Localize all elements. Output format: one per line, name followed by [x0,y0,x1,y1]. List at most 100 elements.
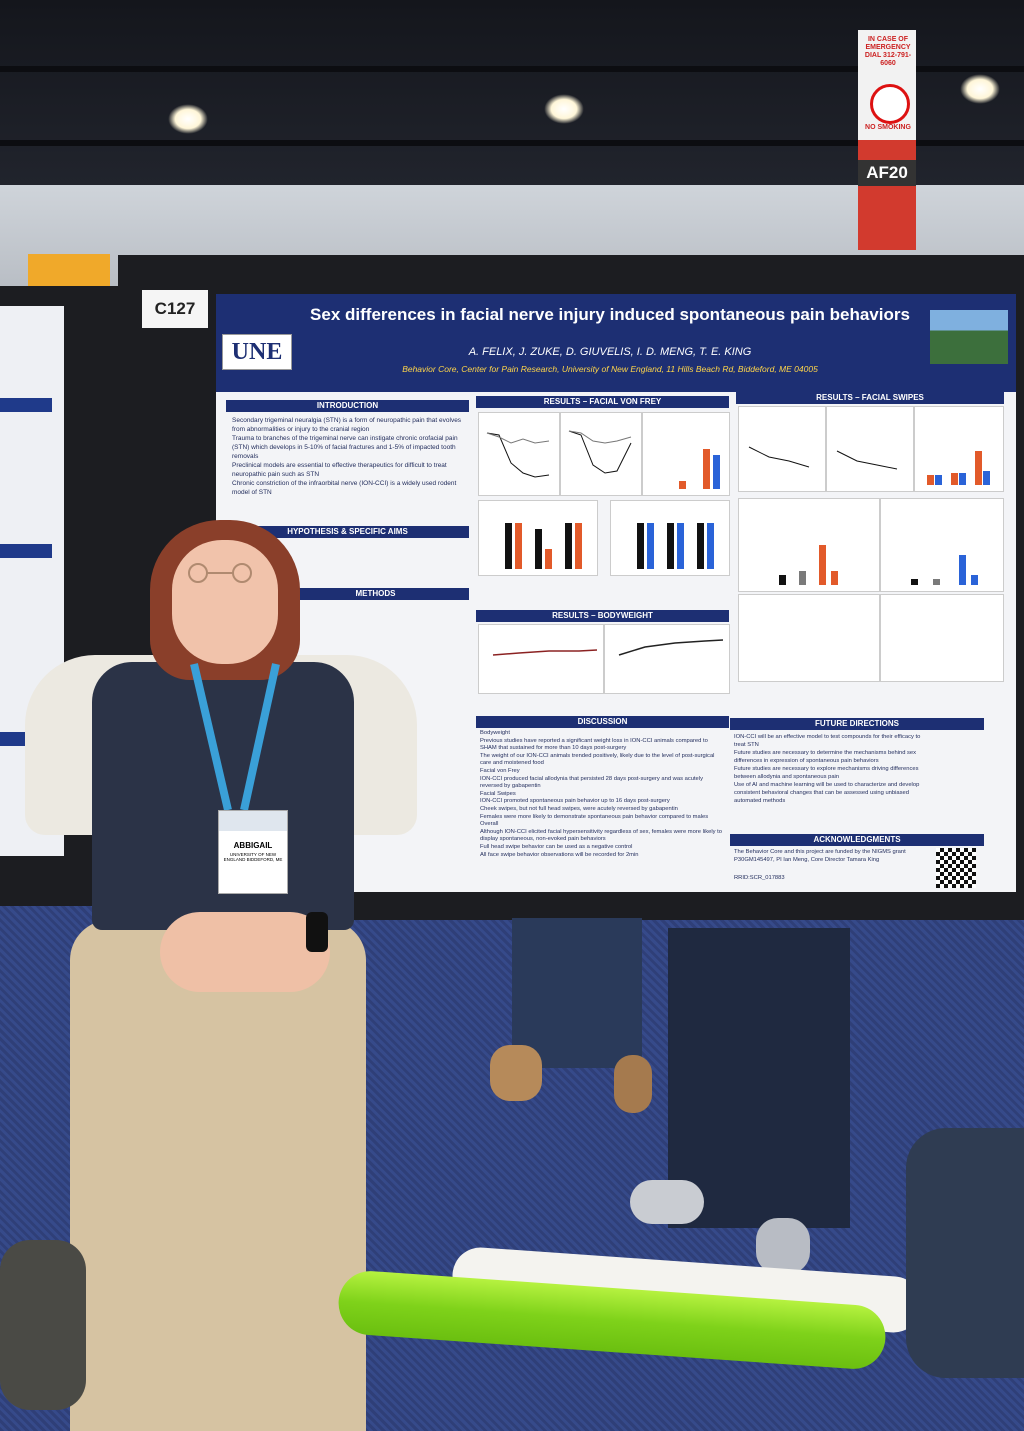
bar [677,523,684,569]
ceiling [0,0,1024,200]
section-results-bodyweight: RESULTS – BODYWEIGHT [476,610,729,622]
intro-text: Secondary trigeminal neuralgia (STN) is … [232,416,468,497]
ceiling-beam [0,140,1024,146]
bar [819,545,826,585]
section-introduction: INTRODUCTION [226,400,469,412]
aisle-sign: AF20 [858,160,916,186]
bar [505,523,512,569]
bar [713,455,720,489]
bar [545,549,552,569]
no-smoking-icon [870,84,910,124]
poster-affiliation: Behavior Core, Center for Pain Research,… [402,364,818,374]
future-point: Use of AI and machine learning will be u… [734,782,920,804]
chart-vonfrey-b [560,412,642,496]
discussion-point: The weight of our ION-CCI animals trende… [480,752,715,767]
chart-swipes-e [880,498,1004,592]
future-point: Future studies are necessary to explore … [734,766,919,780]
discussion-point: Although ION-CCI elicited facial hyperse… [480,828,722,843]
future-text: ION-CCI will be an effective model to te… [734,733,924,805]
poster-title-bar [216,294,1016,392]
bar [679,481,686,489]
section-results-vonfrey: RESULTS – FACIAL VON FREY [476,396,729,408]
bar [933,579,940,585]
discussion-point: ION-CCI produced facial allodynia that p… [480,775,703,790]
neighbor-poster-band [0,398,52,412]
visitor-shoe [614,1055,652,1113]
chart-vonfrey-c [642,412,730,496]
discussion-point: Cheek swipes, but not full head swipes, … [480,805,678,812]
bar [637,523,644,569]
backpack [906,1128,1024,1378]
chart-swipes-a [738,406,826,492]
line-chart [492,649,598,656]
line-chart [568,430,632,474]
visitor-legs [512,918,642,1068]
future-point: ION-CCI will be an effective model to te… [734,734,921,748]
no-smoking-text: NO SMOKING [865,124,911,131]
chart-swipes-g [880,594,1004,682]
line-chart [748,446,810,468]
section-future: FUTURE DIRECTIONS [730,718,984,730]
orange-sign [28,254,110,292]
glasses-icon [188,563,252,583]
bar [697,523,704,569]
line-chart [618,639,724,656]
rrid: RRID:SCR_017883 [734,875,785,881]
intro-point: Preclinical models are essential to effe… [232,462,447,478]
chart-swipes-b [826,406,914,492]
intro-point: Chronic constriction of the infraorbital… [232,480,457,496]
bar [707,523,714,569]
visitor-legs [668,928,850,1228]
visitor-shoe [630,1180,704,1224]
discussion-point: Bodyweight [480,730,510,736]
neighbor-poster-band [0,544,52,558]
bar [959,473,966,485]
badge-name: ABBIGAIL [233,841,273,850]
emergency-text: IN CASE OF EMERGENCY DIAL 312-791-6060 [864,36,912,67]
section-results-swipes: RESULTS – FACIAL SWIPES [736,392,1004,404]
ack-text: The Behavior Core and this project are f… [734,849,906,863]
bar [959,555,966,585]
intro-point: Trauma to branches of the trigeminal ner… [232,435,458,460]
bar [927,475,934,485]
name-badge: ABBIGAIL UNIVERSITY OF NEW ENGLAND BIDDE… [218,810,288,894]
bar [975,451,982,485]
bar [831,571,838,585]
bag [0,1240,86,1410]
bar [703,449,710,489]
line-chart [836,450,898,470]
presenter-face [172,540,278,664]
line-chart [486,432,550,478]
future-point: Future studies are necessary to determin… [734,750,917,764]
coast-photo [930,310,1008,364]
discussion-point: Females were more likely to demonstrate … [480,813,709,820]
discussion-point: ION-CCI promoted spontaneous pain behavi… [480,798,670,805]
chart-bodyweight-b [604,624,730,694]
poster-title: Sex differences in facial nerve injury i… [310,305,910,324]
discussion-text: Bodyweight Previous studies have reporte… [480,730,726,859]
discussion-point: Overall [480,821,499,828]
bar [799,571,806,585]
lanyard [190,663,280,811]
bar [779,575,786,585]
bar [535,529,542,569]
section-methods: METHODS [282,588,469,600]
chart-vonfrey-a [478,412,560,496]
bar [647,523,654,569]
bar [911,579,918,585]
visitor-shoe [756,1218,810,1274]
chart-swipes-c [914,406,1004,492]
qr-code-icon [936,848,976,888]
bar [515,523,522,569]
bar [935,475,942,485]
section-hypothesis: HYPOTHESIS & SPECIFIC AIMS [226,526,469,538]
poster-authors: A. FELIX, J. ZUKE, D. GIUVELIS, I. D. ME… [468,346,752,358]
ceiling-light [168,104,208,134]
bar [565,523,572,569]
chart-vonfrey-e [610,500,730,576]
intro-point: Secondary trigeminal neuralgia (STN) is … [232,417,462,433]
chart-swipes-d [738,498,880,592]
visitor-shoe [490,1045,542,1101]
ceiling-beam [0,66,1024,72]
ceiling-light [960,74,1000,104]
